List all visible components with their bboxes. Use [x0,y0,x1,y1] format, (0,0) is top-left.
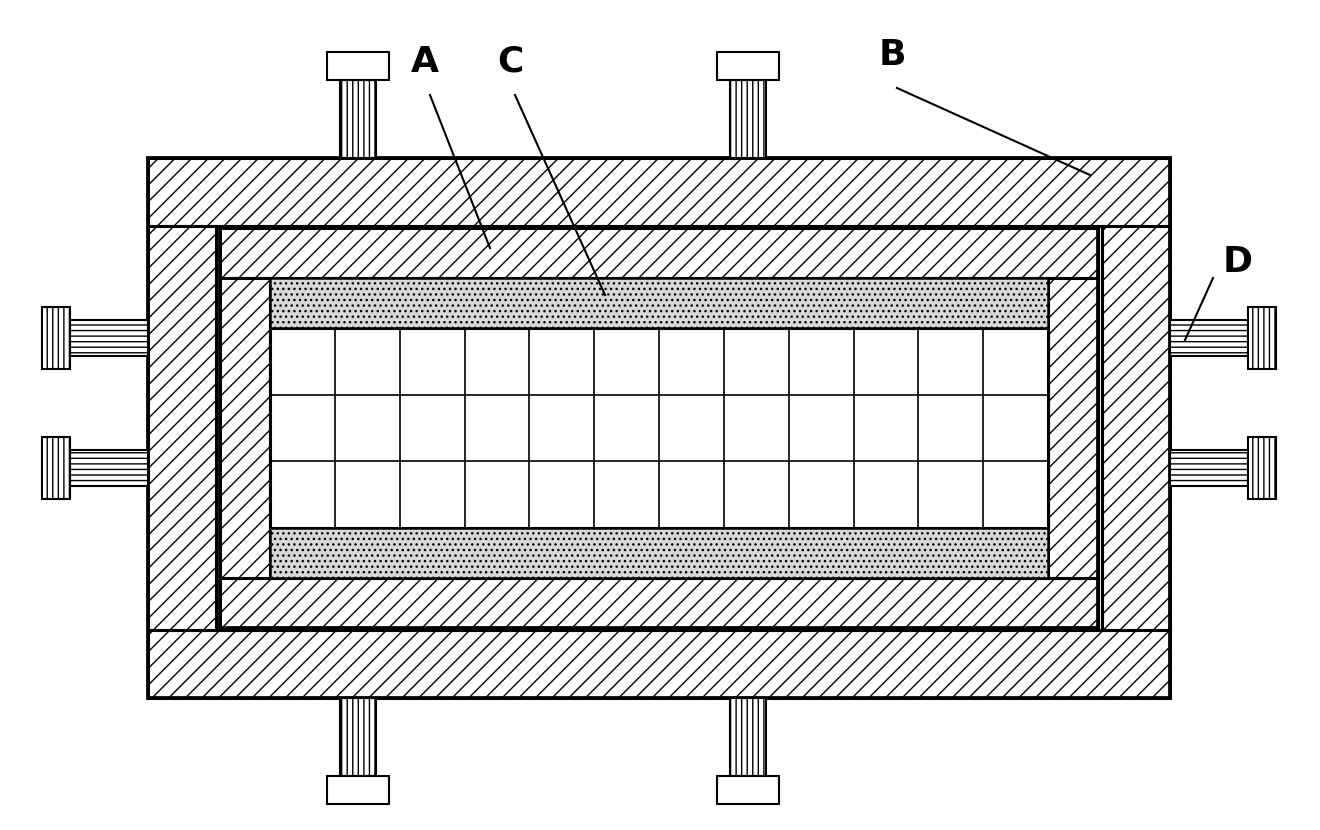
Bar [271,278,1048,328]
Bar [148,158,1170,698]
Bar [148,226,216,630]
Bar [327,52,389,80]
Bar [216,226,1102,630]
Bar [271,528,1048,578]
Bar [341,80,376,158]
Bar [730,698,766,776]
Bar [341,698,376,776]
Bar [42,437,70,499]
Bar [70,450,148,486]
Bar [327,776,389,804]
Bar [220,228,1098,628]
Bar [1170,450,1247,486]
Text: C: C [496,45,523,79]
Text: D: D [1224,245,1253,279]
Bar [148,630,1170,698]
Bar [220,228,1098,278]
Bar [717,776,779,804]
Bar [220,578,1098,628]
Bar [148,158,1170,226]
Bar [1247,307,1276,369]
Bar [271,278,1048,578]
Bar [1170,320,1247,356]
Bar [1048,278,1098,578]
Bar [42,307,70,369]
Bar [70,320,148,356]
Bar [271,278,1048,578]
Bar [717,52,779,80]
Bar [220,278,271,578]
Text: A: A [411,45,440,79]
Bar [1102,226,1170,630]
Bar [271,328,1048,528]
Bar [1247,437,1276,499]
Bar [730,80,766,158]
Text: B: B [878,38,906,72]
